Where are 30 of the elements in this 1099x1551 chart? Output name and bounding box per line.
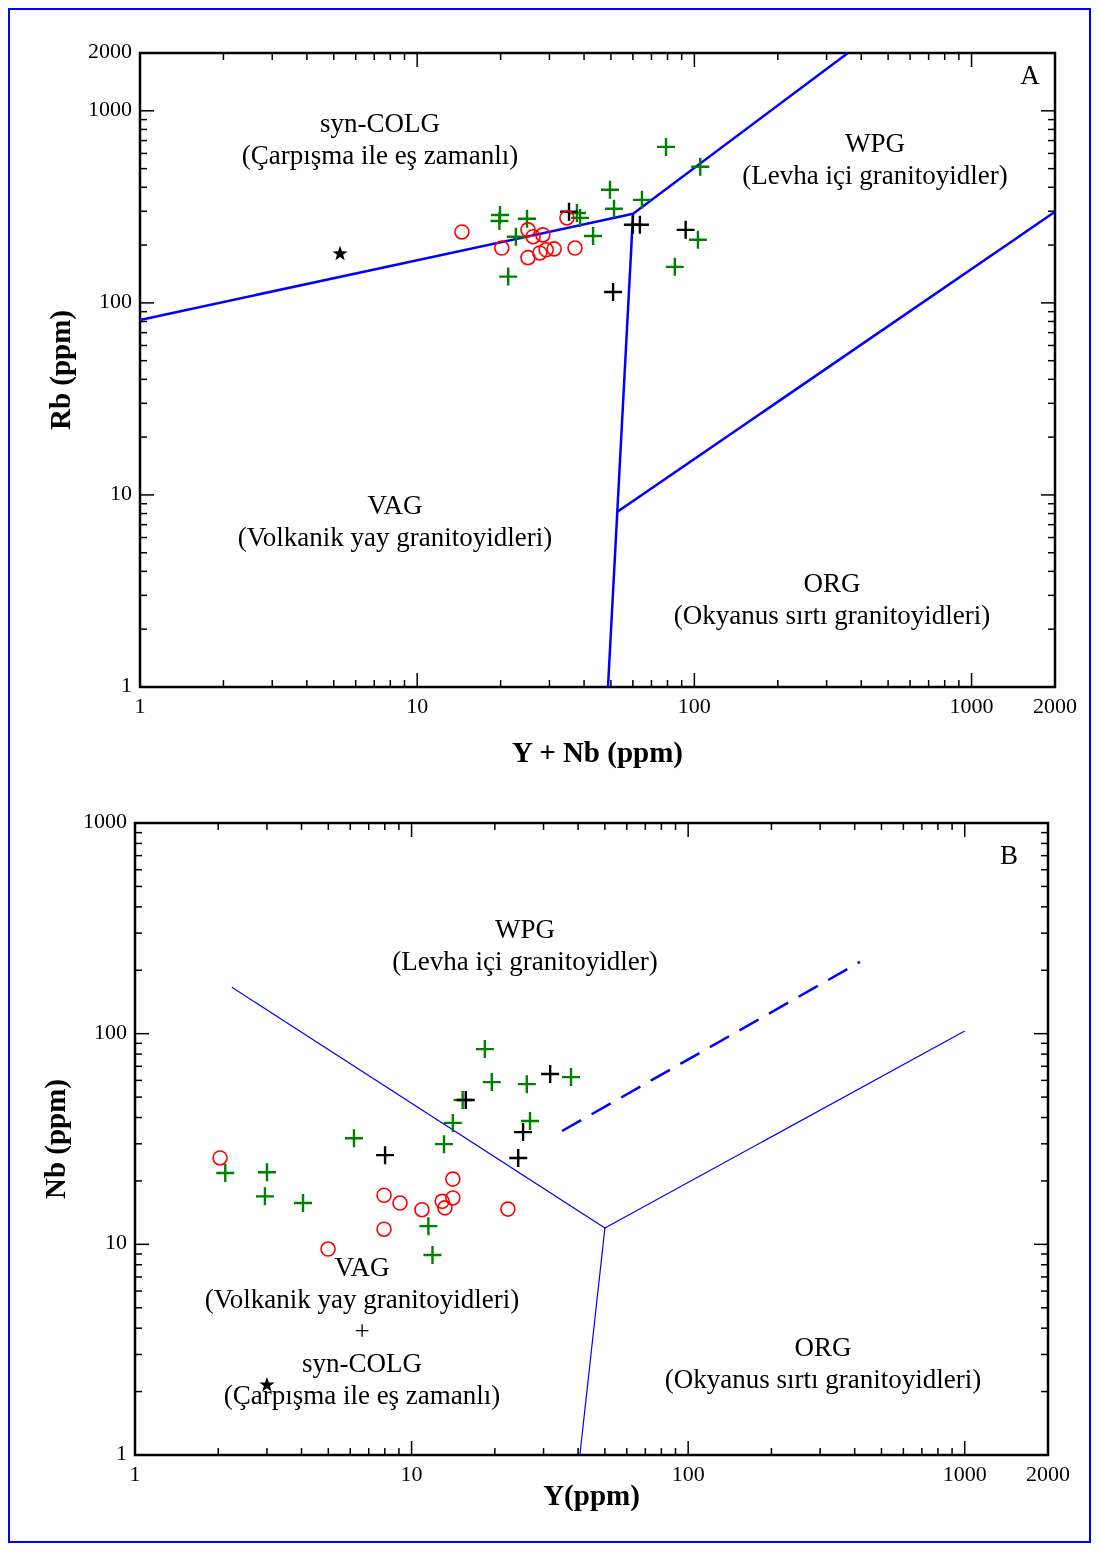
x-tick-label: 2000 — [1026, 1461, 1070, 1486]
annotation: syn-COLG (Çarpışma ile eş zamanlı) — [241, 108, 519, 171]
annotation: WPG (Levha içi granitoyidler) — [742, 128, 1008, 191]
annotation: VAG (Volkanik yay granitoyidleri) — [237, 490, 553, 553]
x-tick-label: 2000 — [1033, 693, 1077, 718]
x-tick-label: 10 — [406, 693, 429, 718]
x-tick-label: 1000 — [942, 1461, 987, 1486]
y-tick-label: 2000 — [88, 38, 132, 64]
annotation: WPG (Levha içi granitoyidler) — [392, 914, 658, 977]
y-tick-label: 100 — [94, 1018, 127, 1044]
y-tick-label: 1 — [121, 672, 132, 698]
y-tick-label: 10 — [110, 479, 132, 505]
annotation: ORG (Okyanus sırtı granitoyidleri) — [664, 1332, 982, 1395]
y-axis-title: Rb (ppm) — [44, 309, 77, 431]
y-tick-label: 10 — [105, 1229, 127, 1255]
x-tick-label: 100 — [671, 1461, 705, 1486]
x-tick-label: 10 — [400, 1461, 423, 1486]
y-tick-label: 1000 — [83, 808, 127, 834]
x-tick-label: 1000 — [949, 693, 994, 718]
annotation: B — [999, 840, 1019, 871]
x-tick-label: 100 — [677, 693, 711, 718]
annotation: ORG (Okyanus sırtı granitoyidleri) — [673, 568, 991, 631]
y-tick-label: 1000 — [88, 95, 132, 121]
y-tick-label: 100 — [99, 287, 132, 313]
x-axis-title: Y + Nb (ppm) — [512, 736, 683, 769]
y-tick-label: 1 — [116, 1440, 127, 1466]
annotation: VAG (Volkanik yay granitoyidleri) + syn-COLG (Çarpışma ile eş zamanlı) — [204, 1252, 520, 1411]
annotation: A — [1020, 60, 1041, 91]
y-axis-title: Nb (ppm) — [39, 1078, 72, 1200]
x-axis-title: Y(ppm) — [543, 1479, 640, 1512]
